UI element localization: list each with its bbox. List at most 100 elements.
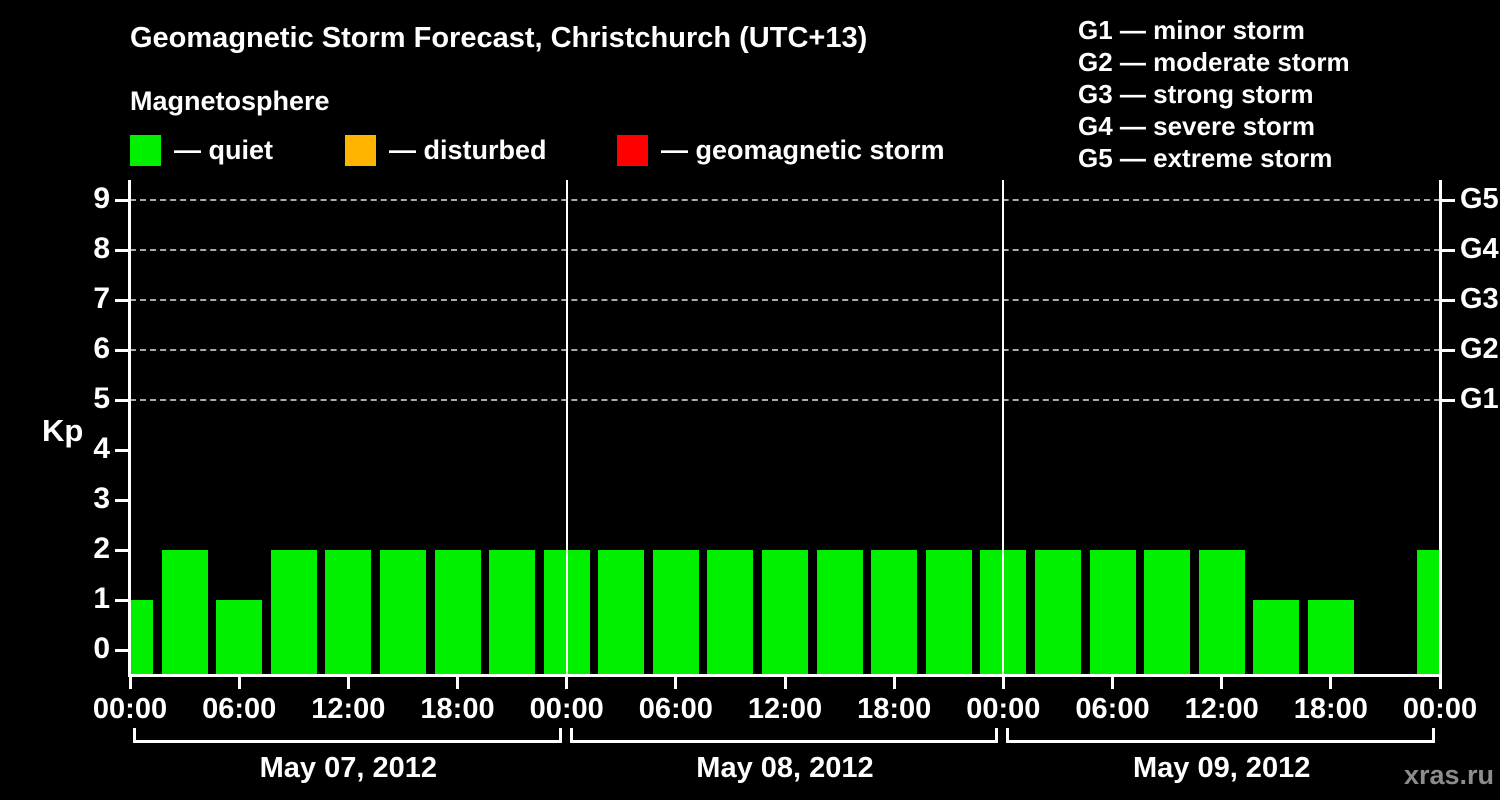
g-tick — [1440, 199, 1455, 202]
time-tick-label: 00:00 — [529, 693, 604, 725]
time-tick — [674, 677, 678, 689]
g-tick-label: G4 — [1460, 233, 1499, 265]
time-tick — [237, 677, 241, 689]
legend-item-disturbed: — disturbed — [345, 134, 547, 166]
g2-legend-line: G2 — moderate storm — [1078, 47, 1350, 77]
kp-tick-label: 1 — [93, 582, 110, 615]
kp-bar — [1144, 550, 1191, 675]
date-bracket-tick — [558, 728, 562, 743]
time-tick — [1220, 677, 1224, 689]
kp-bar — [1417, 550, 1440, 675]
time-tick-label: 00:00 — [966, 693, 1041, 725]
kp-bar — [762, 550, 808, 675]
kp-bar — [816, 550, 863, 675]
kp-bar — [925, 550, 972, 675]
date-label: May 07, 2012 — [259, 752, 437, 784]
kp-bar — [598, 550, 645, 675]
time-tick-label: 06:00 — [1075, 693, 1150, 725]
disturbed-color-swatch — [345, 134, 376, 166]
date-bracket-line — [569, 740, 999, 743]
storm-color-swatch — [617, 134, 648, 166]
time-tick — [892, 677, 896, 689]
date-label: May 09, 2012 — [1132, 752, 1311, 784]
plot-area — [130, 180, 1440, 675]
kp-tick — [115, 399, 130, 402]
gridline-kp9 — [130, 199, 1440, 201]
kp-tick-label: 6 — [93, 332, 110, 365]
date-bracket-tick — [569, 728, 573, 743]
kp-bar — [270, 550, 317, 675]
g-tick-label: G3 — [1460, 283, 1499, 315]
time-tick-label: 12:00 — [1184, 693, 1259, 725]
g1-legend-line: G1 — minor storm — [1078, 15, 1305, 45]
chart-subtitle: Magnetosphere — [130, 86, 330, 116]
g-scale-legend: G1 — minor storm G2 — moderate storm G3 … — [1078, 14, 1350, 174]
kp-tick — [115, 549, 130, 552]
kp-bar — [130, 600, 153, 675]
time-tick-label: 12:00 — [747, 693, 823, 725]
date-bracket-line — [1006, 740, 1435, 743]
date-bracket-tick — [1006, 728, 1010, 743]
kp-tick — [115, 599, 130, 602]
date-bracket-tick — [1432, 728, 1435, 743]
time-tick-label: 00:00 — [92, 693, 168, 725]
quiet-label: — quiet — [174, 135, 273, 165]
kp-bar — [707, 550, 754, 675]
kp-tick-label: 7 — [93, 282, 110, 315]
gridline-kp8 — [130, 249, 1440, 251]
kp-tick — [115, 249, 130, 252]
kp-tick-label: 2 — [93, 532, 110, 565]
g-tick — [1440, 349, 1455, 352]
time-tick — [783, 677, 787, 689]
kp-tick-label: 0 — [93, 632, 110, 665]
day-separator-line — [565, 180, 568, 675]
kp-bar — [652, 550, 699, 675]
quiet-color-swatch — [130, 134, 161, 166]
date-bracket-line — [133, 740, 562, 743]
kp-bar — [161, 550, 208, 675]
kp-bar — [1089, 550, 1136, 675]
gridline-kp6 — [130, 349, 1440, 351]
time-tick-label: 18:00 — [420, 693, 495, 725]
kp-axis-label: Kp — [42, 413, 84, 448]
kp-tick — [115, 349, 130, 352]
kp-tick-label: 5 — [93, 382, 110, 415]
page-title: Geomagnetic Storm Forecast, Christchurch… — [130, 22, 868, 54]
g5-legend-line: G5 — extreme storm — [1078, 143, 1333, 173]
gridline-kp7 — [130, 299, 1440, 301]
time-tick-label: 12:00 — [311, 693, 386, 725]
kp-tick — [115, 299, 130, 302]
time-tick-label: 00:00 — [1402, 693, 1478, 725]
time-tick — [1111, 677, 1114, 689]
kp-bar — [434, 550, 481, 675]
kp-bar — [1034, 550, 1081, 675]
kp-bar — [871, 550, 918, 675]
kp-tick — [115, 199, 130, 202]
kp-tick — [115, 499, 130, 502]
kp-tick — [115, 449, 130, 452]
g-tick — [1440, 299, 1455, 302]
legend-item-storm: — geomagnetic storm — [617, 134, 945, 166]
disturbed-label: — disturbed — [389, 135, 547, 165]
g3-legend-line: G3 — strong storm — [1078, 79, 1314, 109]
kp-bar — [489, 550, 536, 675]
date-bracket-tick — [995, 728, 999, 743]
day-separator-line — [1002, 180, 1005, 675]
kp-tick — [115, 649, 130, 652]
y-axis-right — [1439, 180, 1442, 677]
kp-tick-label: 9 — [93, 182, 110, 215]
time-tick — [1329, 677, 1333, 689]
g4-legend-line: G4 — severe storm — [1078, 111, 1316, 141]
kp-bar — [1198, 550, 1245, 675]
date-label: May 08, 2012 — [696, 752, 874, 784]
g-tick — [1440, 399, 1455, 402]
time-tick-label: 18:00 — [857, 693, 932, 725]
g-tick-label: G1 — [1460, 383, 1499, 415]
g-tick-label: G2 — [1460, 333, 1499, 365]
gridline-kp5 — [130, 399, 1440, 401]
kp-bar — [1307, 600, 1354, 675]
storm-label: — geomagnetic storm — [661, 135, 945, 165]
y-axis-left — [128, 180, 131, 677]
kp-tick-label: 3 — [93, 482, 110, 515]
